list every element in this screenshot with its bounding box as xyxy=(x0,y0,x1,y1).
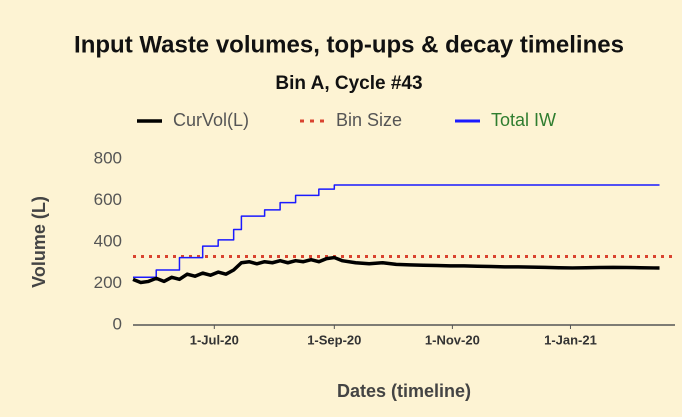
y-tick-label: 600 xyxy=(94,190,122,209)
chart-subtitle: Bin A, Cycle #43 xyxy=(275,73,422,94)
legend-label: Total IW xyxy=(491,110,556,130)
x-axis-title: Dates (timeline) xyxy=(337,381,471,401)
y-tick-label: 200 xyxy=(94,273,122,292)
y-tick-label: 800 xyxy=(94,148,122,167)
x-tick-label: 1-Jul-20 xyxy=(190,332,239,347)
x-tick-label: 1-Jan-21 xyxy=(544,332,597,347)
x-tick-label: 1-Nov-20 xyxy=(425,332,480,347)
line-series xyxy=(132,255,660,285)
legend-label: CurVol(L) xyxy=(173,110,249,130)
line-series xyxy=(133,184,660,279)
y-tick-label: 0 xyxy=(113,314,122,333)
y-axis-title: Volume (L) xyxy=(29,196,49,288)
y-tick-label: 400 xyxy=(94,231,122,250)
chart-title: Input Waste volumes, top-ups & decay tim… xyxy=(74,31,624,58)
legend-label: Bin Size xyxy=(336,110,402,130)
x-tick-label: 1-Sep-20 xyxy=(307,332,361,347)
